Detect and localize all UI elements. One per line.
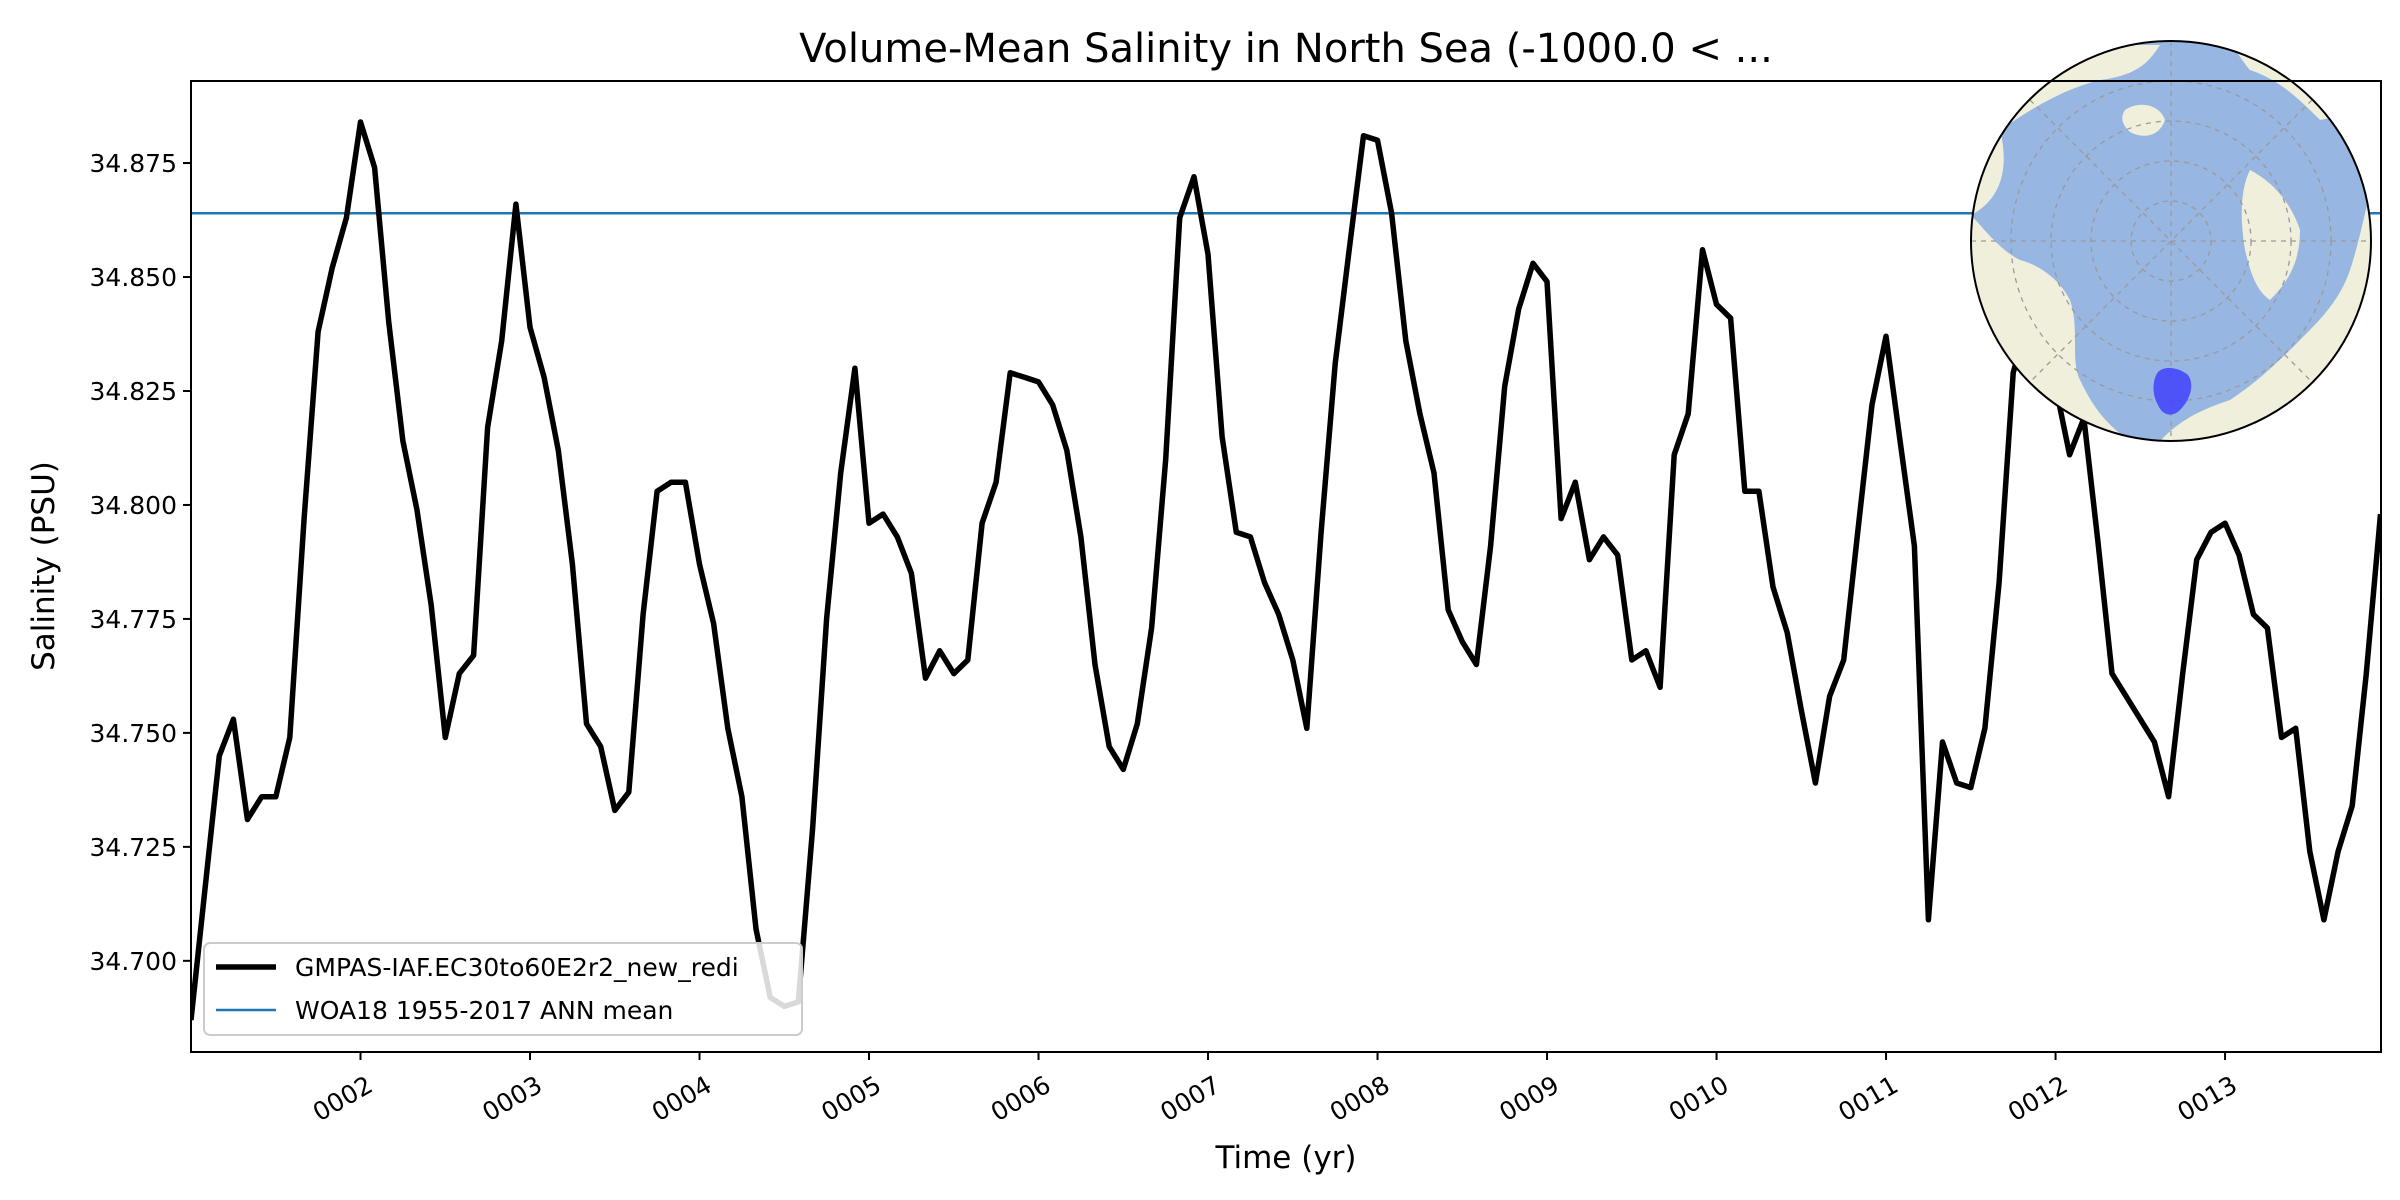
y-tick-label: 34.875 (90, 149, 177, 178)
legend-label-woa18: WOA18 1955-2017 ANN mean (295, 996, 673, 1025)
x-tick-label: 0004 (647, 1070, 717, 1127)
plot-frame (190, 80, 2382, 1053)
chart-title: Volume-Mean Salinity in North Sea (-1000… (799, 26, 1773, 72)
y-tick-label: 34.800 (90, 491, 177, 520)
legend-label-model: GMPAS-IAF.EC30to60E2r2_new_redi (295, 953, 739, 982)
y-axis: 34.700 34.725 34.750 34.775 34.800 34.825 34.8… (90, 149, 191, 976)
x-tick-label: 0010 (1664, 1070, 1734, 1127)
x-axis-label: Time (yr) (1215, 1140, 1357, 1176)
x-tick-label: 0002 (308, 1070, 378, 1127)
x-tick-label: 0006 (986, 1070, 1056, 1127)
x-tick-label: 0005 (816, 1070, 886, 1127)
x-tick-label: 0007 (1155, 1070, 1225, 1127)
y-tick-label: 34.700 (90, 947, 177, 976)
y-tick-label: 34.725 (90, 833, 177, 862)
x-tick-label: 0011 (1833, 1070, 1903, 1127)
north-polar-map-icon (1970, 40, 2372, 442)
x-tick-label: 0012 (2003, 1070, 2073, 1127)
legend: GMPAS-IAF.EC30to60E2r2_new_redi WOA18 19… (203, 942, 803, 1036)
x-tick-label: 0013 (2172, 1070, 2242, 1127)
x-tick-label: 0009 (1494, 1070, 1564, 1127)
y-axis-label: Salinity (PSU) (26, 461, 62, 671)
x-tick-label: 0003 (477, 1070, 547, 1127)
y-tick-label: 34.775 (90, 605, 177, 634)
north-sea-region (2153, 368, 2192, 415)
y-tick-label: 34.750 (90, 719, 177, 748)
y-tick-label: 34.850 (90, 263, 177, 292)
y-tick-label: 34.825 (90, 377, 177, 406)
x-axis: 0002 0003 0004 0005 0006 0007 0008 0009 0010 0011… (308, 1052, 2242, 1127)
x-tick-label: 0008 (1325, 1070, 1395, 1127)
